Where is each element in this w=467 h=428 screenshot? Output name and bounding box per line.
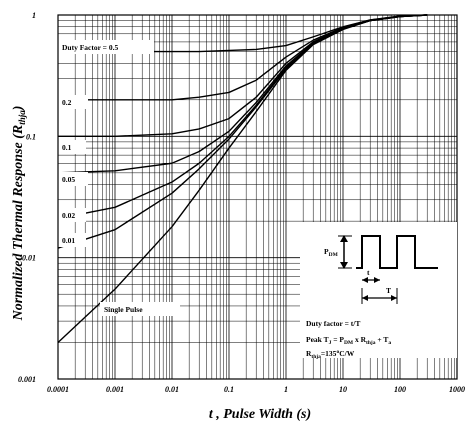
t-label: t [367,268,370,277]
inset-line-duty: Duty factor = t/T [306,319,360,328]
plot-frame [57,14,458,380]
t-arrow-head-left [362,277,368,283]
pdm-arrow-head-top [340,235,348,242]
series-label-bg-4 [58,208,86,222]
series-label-bg-6 [100,302,180,316]
T-label: T [386,286,391,295]
y-tick-label-2: 0.1 [26,132,36,141]
T-arrow-head-left [362,295,368,301]
x-axis-title: t , Pulse Width (s) [209,407,311,422]
pdm-arrow-head-bottom [340,262,348,269]
grid [57,15,457,380]
series-line-6 [57,14,428,343]
inset-box [300,222,457,358]
x-tick-label-3: 0.1 [224,385,234,394]
x-tick-label-5: 10 [339,385,347,394]
y-tick-label-0: 0.001 [18,375,36,384]
series-label-bg-5 [58,233,86,247]
series-lines [57,14,428,343]
y-axis-title: Normalized Thermal Response (Rthja) [11,106,27,322]
y-tick-label-1: 0.01 [22,254,36,263]
x-tick-label-4: 1 [284,385,288,394]
series-label-2: 0.1 [62,143,72,152]
pdm-label: PDM [324,247,339,258]
series-label-bg-2 [58,140,86,154]
y-axis-title-close: ) [11,106,26,113]
x-tick-label-0: 0.0001 [47,385,69,394]
y-tick-labels: 0.001 0.01 0.1 1 [18,11,36,384]
series-label-bg-0 [58,40,154,54]
series-label-3: 0.05 [62,175,75,184]
series-label-6: Single Pulse [104,305,143,314]
series-label-0: Duty Factor = 0.5 [62,43,118,52]
x-tick-label-2: 0.01 [165,385,179,394]
y-axis-title-sub: thja [17,110,27,125]
inset-line-rthja: Rthja=135oC/W [306,349,355,360]
series-label-4: 0.02 [62,211,75,220]
y-tick-label-3: 1 [32,11,36,20]
series-label-bg-3 [58,172,88,186]
x-tick-labels: 0.0001 0.001 0.01 0.1 1 10 100 1000 [47,385,465,394]
series-label-5: 0.01 [62,236,75,245]
x-tick-label-6: 100 [394,385,406,394]
series-label-1: 0.2 [62,98,72,107]
x-tick-label-1: 0.001 [106,385,124,394]
series-label-bg-1 [58,95,88,109]
x-tick-label-7: 1000 [449,385,465,394]
inset-line-peak: Peak TJ = PDM x Rthja + Ta [306,335,391,346]
duty-cycle-inset: PDM t T Duty factor = t/T Peak TJ = PDM … [300,222,457,360]
T-arrow-head-right [391,295,397,301]
series-labels: Duty Factor = 0.5 0.2 0.1 0.05 0.02 0.01 Singl… [58,40,180,316]
y-axis-title-main: Normalized Thermal Response (R [11,125,26,322]
t-arrow-head-right [374,277,380,283]
pulse-waveform [356,235,438,269]
